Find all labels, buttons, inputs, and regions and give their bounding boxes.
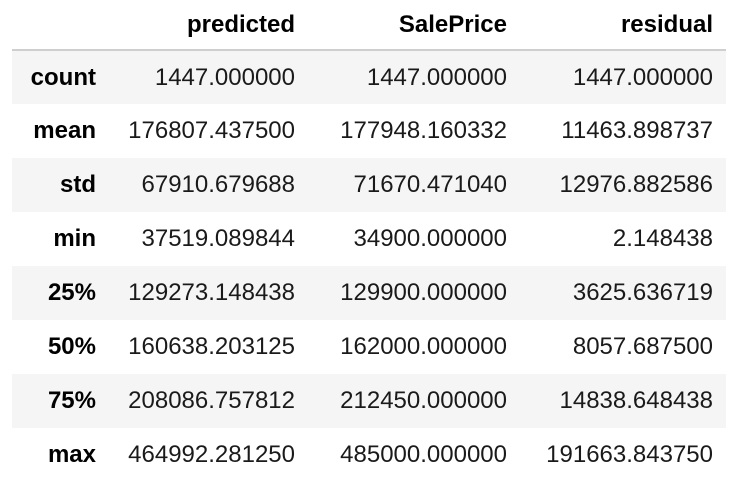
table-cell: 34900.000000 <box>353 225 508 252</box>
table-row: min 37519.089844 34900.000000 2.148438 <box>12 212 726 266</box>
table-cell: 8057.687500 <box>572 333 713 360</box>
table-row: 50% 160638.203125 162000.000000 8057.687… <box>12 320 726 374</box>
row-label: 75% <box>47 387 96 414</box>
table-cell: 485000.000000 <box>340 441 507 468</box>
table-cell: 1447.000000 <box>366 63 507 91</box>
row-label: max <box>47 441 96 468</box>
table-row: 75% 208086.757812 212450.000000 14838.64… <box>12 374 726 428</box>
describe-output-table: predicted SalePrice residual count 1447.… <box>12 0 726 482</box>
table-cell: 12976.882586 <box>559 171 714 198</box>
header-row: predicted SalePrice residual <box>12 0 726 51</box>
table-cell: 1447.000000 <box>154 63 295 91</box>
table-cell: 160638.203125 <box>128 333 295 360</box>
table-cell: 191663.843750 <box>546 441 713 468</box>
table-cell: 67910.679688 <box>141 171 296 198</box>
row-label: 50% <box>47 333 96 360</box>
table-cell: 1447.000000 <box>572 63 713 91</box>
table-cell: 176807.437500 <box>128 117 295 144</box>
table-header: predicted SalePrice residual <box>12 0 726 51</box>
row-label: min <box>53 225 96 252</box>
column-header-residual: residual <box>520 0 726 51</box>
table-cell: 129273.148438 <box>128 279 295 306</box>
table-cell: 14838.648438 <box>559 387 714 414</box>
dataframe-table: predicted SalePrice residual count 1447.… <box>12 0 726 482</box>
table-cell: 129900.000000 <box>340 279 507 306</box>
table-cell: 177948.160332 <box>340 117 507 144</box>
table-cell: 162000.000000 <box>340 333 507 360</box>
table-row: std 67910.679688 71670.471040 12976.8825… <box>12 158 726 212</box>
table-body: count 1447.000000 1447.000000 1447.00000… <box>12 50 726 482</box>
table-cell: 212450.000000 <box>340 387 507 414</box>
table-cell: 37519.089844 <box>141 225 296 252</box>
table-cell: 11463.898737 <box>561 117 713 144</box>
row-label: count <box>30 63 96 91</box>
row-label: mean <box>33 117 96 144</box>
table-cell: 208086.757812 <box>128 387 295 414</box>
table-cell: 3625.636719 <box>572 279 713 306</box>
table-cell: 464992.281250 <box>128 441 295 468</box>
table-row: max 464992.281250 485000.000000 191663.8… <box>12 428 726 482</box>
table-row: mean 176807.437500 177948.160332 11463.8… <box>12 104 726 158</box>
table-row: count 1447.000000 1447.000000 1447.00000… <box>12 50 726 104</box>
row-label: 25% <box>47 279 96 306</box>
table-row: 25% 129273.148438 129900.000000 3625.636… <box>12 266 726 320</box>
table-cell: 2.148438 <box>612 225 713 252</box>
column-header-predicted: predicted <box>96 0 308 51</box>
index-header <box>12 0 96 51</box>
column-header-saleprice: SalePrice <box>308 0 520 51</box>
table-cell: 71670.471040 <box>353 171 508 198</box>
row-label: std <box>60 171 96 198</box>
